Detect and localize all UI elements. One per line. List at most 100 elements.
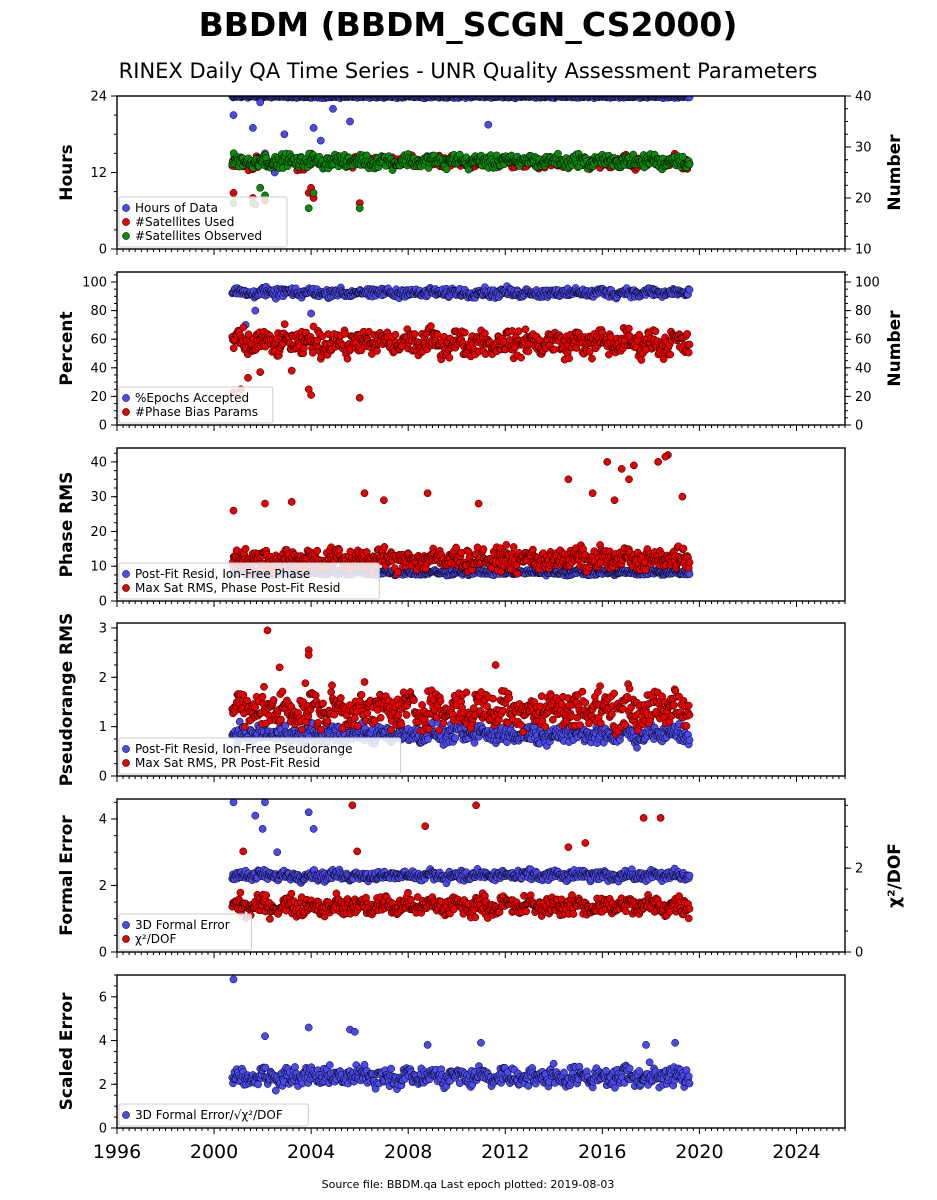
legend-marker bbox=[122, 218, 130, 226]
y2-tick-label: 20 bbox=[855, 390, 872, 405]
data-point bbox=[565, 354, 573, 363]
data-point bbox=[651, 327, 660, 336]
data-point bbox=[461, 328, 469, 337]
legend-label: Hours of Data bbox=[135, 201, 218, 215]
y2-tick-label: 60 bbox=[855, 333, 872, 348]
data-point bbox=[373, 347, 381, 355]
data-point bbox=[642, 566, 650, 574]
data-point bbox=[683, 330, 692, 338]
data-point bbox=[529, 545, 537, 554]
y2-tick-label: 80 bbox=[855, 304, 872, 319]
legend: Hours of Data#Satellites Used#Satellites… bbox=[118, 196, 288, 248]
data-point bbox=[313, 336, 322, 345]
figure-title: BBDM (BBDM_SCGN_CS2000) bbox=[199, 5, 738, 44]
data-point bbox=[637, 356, 646, 364]
outlier-point bbox=[678, 492, 687, 501]
outlier-point bbox=[244, 373, 252, 382]
data-point bbox=[685, 558, 694, 567]
outlier-point bbox=[256, 98, 265, 107]
y2-tick-label: 30 bbox=[855, 141, 872, 156]
y-tick-label: 20 bbox=[90, 390, 107, 405]
y-tick-label: 60 bbox=[90, 333, 107, 348]
data-point bbox=[678, 152, 687, 161]
legend-label: Post-Fit Resid, Ion-Free Phase bbox=[135, 567, 310, 581]
data-point bbox=[433, 331, 442, 339]
outlier-point bbox=[661, 452, 670, 461]
outlier-point bbox=[360, 489, 369, 498]
y2-tick-label: 0 bbox=[855, 419, 863, 434]
legend-marker bbox=[122, 584, 130, 592]
legend-marker bbox=[122, 408, 130, 416]
y2-tick-label: 40 bbox=[855, 90, 872, 105]
data-point bbox=[479, 545, 488, 553]
data-point bbox=[685, 340, 694, 349]
data-point bbox=[685, 96, 694, 102]
y2-axis-label: Number bbox=[885, 134, 905, 211]
outlier-point bbox=[309, 124, 318, 132]
outlier-point bbox=[484, 120, 493, 129]
data-point bbox=[513, 569, 522, 578]
outlier-point bbox=[307, 309, 315, 318]
data-point bbox=[343, 354, 352, 363]
y-axis-label: Phase RMS bbox=[57, 472, 77, 578]
data-point bbox=[508, 327, 517, 335]
y-tick-label: 0 bbox=[99, 419, 107, 434]
data-point bbox=[521, 325, 530, 334]
outlier-point bbox=[380, 496, 388, 505]
data-point bbox=[514, 327, 523, 336]
y-tick-label: 12 bbox=[90, 166, 107, 181]
outlier-point bbox=[630, 461, 638, 470]
legend-label: %Epochs Accepted bbox=[135, 391, 249, 405]
y-tick-label: 0 bbox=[99, 595, 107, 610]
data-point bbox=[427, 322, 435, 330]
y-tick-label: 100 bbox=[82, 276, 107, 291]
outlier-point bbox=[625, 475, 633, 484]
data-point bbox=[679, 544, 688, 553]
y2-tick-label: 40 bbox=[855, 361, 872, 376]
data-point bbox=[241, 544, 250, 553]
outlier-point bbox=[261, 499, 269, 508]
data-point bbox=[410, 330, 419, 338]
outlier-point bbox=[346, 117, 354, 126]
y-tick-label: 0 bbox=[99, 243, 107, 258]
data-point bbox=[313, 546, 322, 555]
outlier-point bbox=[316, 136, 325, 145]
data-point bbox=[380, 543, 389, 551]
data-point bbox=[684, 348, 693, 357]
data-point bbox=[244, 330, 253, 339]
legend-marker bbox=[122, 232, 130, 240]
data-point bbox=[685, 160, 694, 169]
data-point bbox=[666, 350, 675, 359]
outlier-point bbox=[229, 189, 238, 197]
figure-subtitle: RINEX Daily QA Time Series - UNR Quality… bbox=[119, 59, 818, 83]
data-point bbox=[517, 353, 525, 362]
outlier-point bbox=[229, 506, 238, 515]
outlier-point bbox=[654, 458, 662, 466]
data-point bbox=[585, 347, 594, 356]
y-axis-label: Hours bbox=[57, 144, 77, 201]
y2-axis-label: Number bbox=[885, 310, 905, 387]
data-point bbox=[588, 354, 596, 363]
outlier-point bbox=[251, 306, 260, 315]
data-point bbox=[509, 543, 518, 551]
y-tick-label: 40 bbox=[90, 455, 107, 470]
legend-marker bbox=[122, 204, 130, 212]
y2-tick-label: 10 bbox=[855, 243, 872, 258]
legend-label: #Satellites Used bbox=[135, 215, 234, 229]
data-point bbox=[393, 568, 402, 576]
outlier-point bbox=[329, 104, 337, 113]
outlier-point bbox=[603, 458, 612, 466]
series-points bbox=[228, 96, 694, 213]
outlier-point bbox=[304, 204, 313, 213]
outlier-point bbox=[617, 465, 626, 473]
data-point bbox=[442, 165, 451, 174]
data-point bbox=[502, 541, 511, 549]
outlier-point bbox=[564, 475, 573, 484]
data-point bbox=[481, 329, 489, 338]
data-point bbox=[445, 353, 454, 362]
